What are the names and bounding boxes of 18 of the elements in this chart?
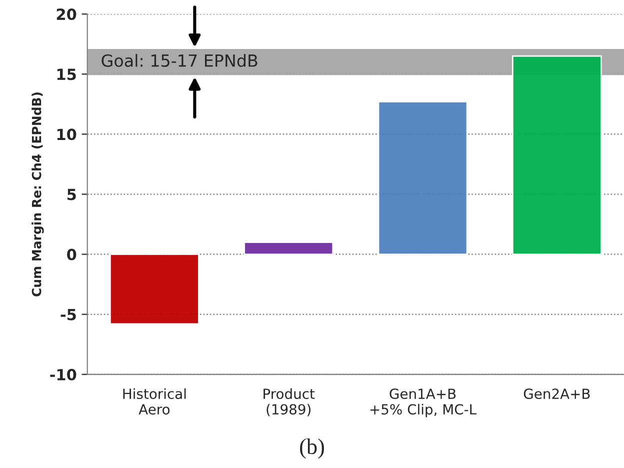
text: (b) <box>300 438 324 459</box>
x-tick-label: Gen1A+B +5% Clip, MC-L <box>370 388 476 418</box>
y-tick-label: -10 <box>50 368 76 380</box>
y-tick-label: 5 <box>67 188 76 200</box>
band-label: Goal: 15-17 EPNdB <box>102 54 258 67</box>
bar <box>512 55 602 255</box>
y-tick-label: 20 <box>56 8 76 20</box>
x-tick-label: Product (1989) <box>264 388 315 416</box>
y-axis-title: Cum Margin Re: Ch4 (EPNdB) <box>32 92 44 296</box>
y-tick-label: -5 <box>60 309 76 320</box>
bar <box>244 242 334 255</box>
x-tick-label: Historical Aero <box>123 388 186 415</box>
y-tick-label: 0 <box>67 248 76 260</box>
x-tick-label: Gen2A+B <box>524 388 590 400</box>
bar <box>109 254 200 325</box>
y-tick-label: 15 <box>57 68 76 80</box>
y-tick-label: 10 <box>57 128 76 140</box>
bar <box>378 101 468 255</box>
